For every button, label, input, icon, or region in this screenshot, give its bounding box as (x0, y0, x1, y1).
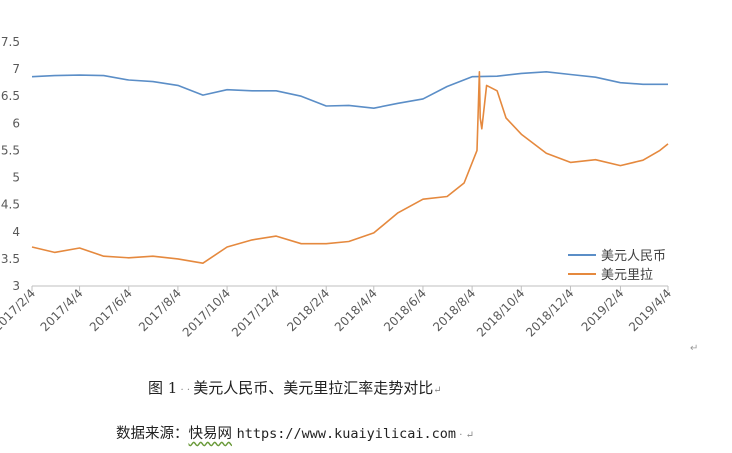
x-tick-label: 2017/10/4 (180, 286, 233, 339)
series-line-usd-cny (31, 71, 668, 109)
y-tick-label: 4.5 (1, 198, 20, 212)
caption-spacing: · · (177, 385, 194, 396)
x-tick-label: 2017/12/4 (229, 286, 282, 339)
source-site: 快易网 (188, 426, 233, 442)
x-tick-label: 2018/2/4 (284, 286, 332, 334)
y-tick-label: 6.5 (1, 89, 20, 103)
data-source: 数据来源：快易网 https://www.kuaiyilicai.com · ↵ (116, 422, 474, 443)
y-tick-label: 3 (12, 279, 20, 293)
figure-caption: 图 1 · · 美元人民币、美元里拉汇率走势对比↵ (148, 377, 442, 398)
legend-label: 美元里拉 (601, 268, 653, 283)
legend-label: 美元人民币 (601, 249, 666, 264)
y-tick-label: 7.5 (1, 35, 20, 49)
y-tick-label: 5.5 (1, 143, 20, 157)
x-tick-label: 2019/4/4 (626, 286, 674, 334)
source-url[interactable]: https://www.kuaiyilicai.com (236, 426, 457, 442)
source-label: 数据来源： (116, 426, 189, 442)
x-tick-label: 2017/2/4 (0, 286, 38, 334)
x-tick-label: 2017/4/4 (38, 286, 86, 334)
y-tick-label: 4 (12, 225, 20, 239)
x-tick-label: 2017/6/4 (87, 286, 135, 334)
exchange-rate-chart: 3 3.5 4 4.5 5 5.5 6 6.5 7 7.5 2017/2/4 2017/4/4 2017… (0, 35, 698, 354)
x-tick-label: 2018/4/4 (332, 286, 380, 334)
paragraph-mark-icon: ↵ (690, 343, 698, 354)
x-tick-label: 2018/6/4 (381, 286, 429, 334)
paragraph-mark-icon: · ↵ (456, 430, 474, 441)
y-tick-label: 5 (12, 171, 20, 185)
x-tick-label: 2018/10/4 (474, 286, 527, 339)
caption-text: 美元人民币、美元里拉汇率走势对比 (193, 379, 434, 397)
series-line-usd-try (31, 71, 669, 265)
x-tick-label: 2018/12/4 (523, 286, 576, 339)
x-tick-label: 2018/8/4 (430, 286, 478, 334)
x-tick-label: 2019/2/4 (579, 286, 627, 334)
paragraph-mark-icon: ↵ (433, 385, 442, 396)
y-tick-label: 6 (12, 116, 20, 130)
y-tick-label: 7 (12, 62, 20, 76)
x-tick-label: 2017/8/4 (136, 286, 184, 334)
caption-prefix: 图 1 (148, 379, 178, 397)
y-tick-label: 3.5 (1, 252, 20, 266)
